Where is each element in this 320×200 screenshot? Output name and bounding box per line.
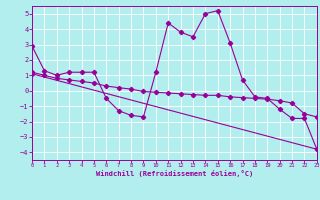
X-axis label: Windchill (Refroidissement éolien,°C): Windchill (Refroidissement éolien,°C) <box>96 170 253 177</box>
